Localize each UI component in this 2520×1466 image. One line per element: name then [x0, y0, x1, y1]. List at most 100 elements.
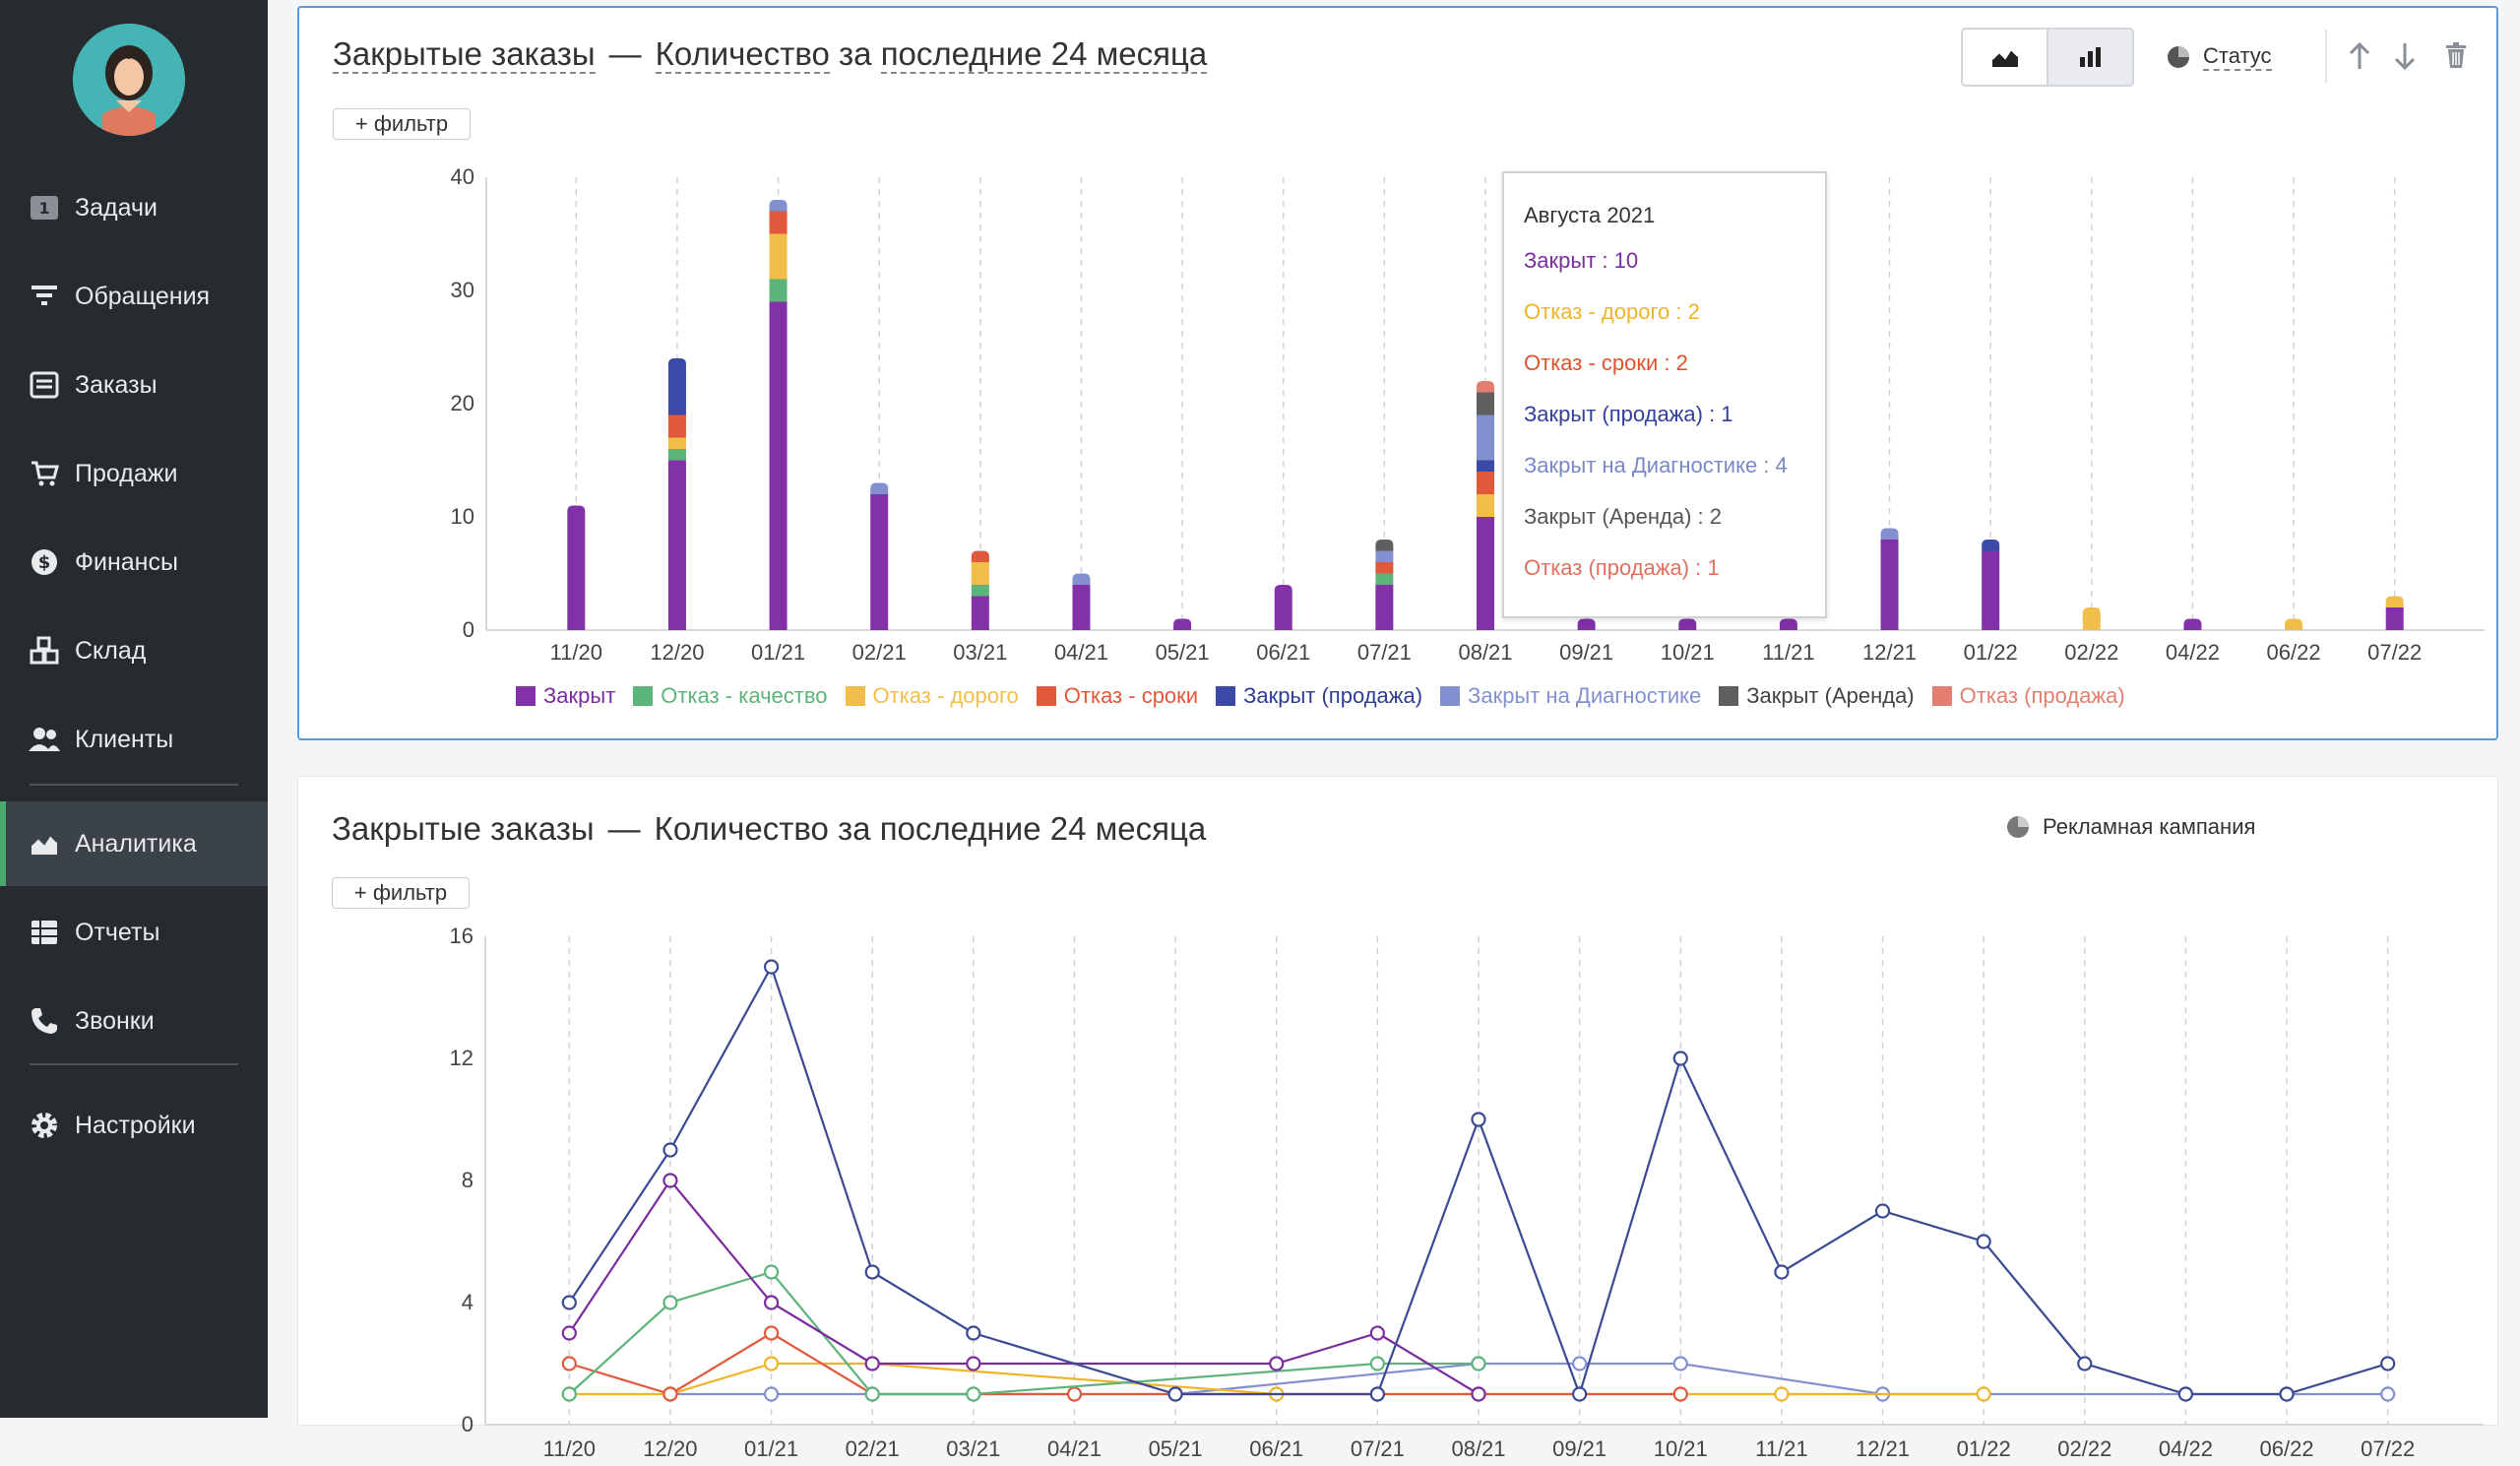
bar-segment[interactable]	[1982, 540, 2000, 551]
bar-segment[interactable]	[1477, 392, 1494, 415]
bar-segment[interactable]	[1274, 585, 1292, 630]
bar-segment[interactable]	[1779, 618, 1797, 631]
sidebar-item-8[interactable]: Аналитика	[0, 801, 268, 886]
bar-segment[interactable]	[1072, 573, 1091, 586]
bar-segment[interactable]	[1477, 414, 1494, 461]
title-measure-link[interactable]: Количество	[655, 35, 830, 74]
bar-segment[interactable]	[1072, 585, 1091, 630]
data-point[interactable]	[1672, 1051, 1688, 1066]
data-point[interactable]	[763, 1386, 780, 1402]
data-point[interactable]	[1471, 1386, 1486, 1402]
bar-segment[interactable]	[567, 505, 586, 631]
legend-item[interactable]: Отказ - сроки	[1036, 683, 1198, 709]
data-point[interactable]	[1572, 1386, 1588, 1402]
data-point[interactable]	[561, 1325, 577, 1341]
title-period-link[interactable]: последние 24 месяца	[880, 35, 1208, 74]
data-point[interactable]	[1269, 1356, 1285, 1371]
user-avatar[interactable]	[73, 24, 185, 136]
data-point[interactable]	[1874, 1203, 1891, 1219]
sidebar-item-7[interactable]: Клиенты	[0, 697, 268, 782]
add-filter-button[interactable]: + фильтр	[332, 877, 470, 909]
bar-segment[interactable]	[1577, 618, 1596, 631]
bar-segment[interactable]	[769, 233, 788, 280]
bar-segment[interactable]	[2285, 618, 2303, 631]
bar-segment[interactable]	[1375, 585, 1394, 630]
legend-item[interactable]: Закрыт (Аренда)	[1719, 683, 1915, 709]
bar-segment[interactable]	[1880, 528, 1899, 541]
data-point[interactable]	[662, 1142, 678, 1158]
bar-segment[interactable]	[1375, 540, 1394, 551]
data-point[interactable]	[763, 1356, 780, 1371]
sidebar-item-10[interactable]: Звонки	[0, 979, 268, 1063]
add-filter-button[interactable]: + фильтр	[333, 108, 471, 140]
data-point[interactable]	[2380, 1356, 2396, 1371]
bar-segment[interactable]	[1375, 550, 1394, 563]
bar-segment[interactable]	[667, 414, 686, 438]
move-down-button[interactable]	[2392, 41, 2418, 71]
data-point[interactable]	[1572, 1356, 1588, 1371]
legend-item[interactable]: Закрыт (продажа)	[1216, 683, 1422, 709]
data-point[interactable]	[763, 959, 780, 975]
bar-chart-toggle-button[interactable]	[2048, 30, 2132, 85]
data-point[interactable]	[966, 1356, 981, 1371]
data-point[interactable]	[1369, 1356, 1385, 1371]
sidebar-item-6[interactable]: Склад	[0, 608, 268, 693]
legend-item[interactable]: Отказ - качество	[633, 683, 828, 709]
bar-segment[interactable]	[667, 358, 686, 415]
data-point[interactable]	[2380, 1386, 2396, 1402]
data-point[interactable]	[1471, 1356, 1486, 1371]
data-point[interactable]	[966, 1386, 981, 1402]
bar-segment[interactable]	[667, 460, 686, 631]
data-point[interactable]	[763, 1264, 780, 1280]
data-point[interactable]	[561, 1295, 577, 1310]
move-up-button[interactable]	[2347, 41, 2372, 71]
title-metric-link[interactable]: Закрытые заказы	[333, 35, 596, 74]
data-point[interactable]	[966, 1325, 981, 1341]
data-point[interactable]	[561, 1356, 577, 1371]
data-point[interactable]	[662, 1295, 678, 1310]
bar-segment[interactable]	[870, 482, 889, 495]
data-point[interactable]	[1672, 1356, 1688, 1371]
bar-segment[interactable]	[2385, 596, 2404, 608]
data-point[interactable]	[763, 1295, 780, 1310]
sidebar-item-1[interactable]: 1 Задачи	[0, 165, 268, 250]
area-chart-toggle-button[interactable]	[1963, 30, 2048, 85]
data-point[interactable]	[2077, 1356, 2093, 1371]
data-point[interactable]	[1976, 1234, 1991, 1249]
data-point[interactable]	[1167, 1386, 1183, 1402]
bar-segment[interactable]	[1477, 517, 1494, 630]
bar-segment[interactable]	[667, 449, 686, 461]
bar-segment[interactable]	[1477, 381, 1494, 393]
data-point[interactable]	[1471, 1112, 1486, 1127]
data-point[interactable]	[561, 1386, 577, 1402]
sidebar-item-5[interactable]: $ Финансы	[0, 520, 268, 605]
bar-segment[interactable]	[1173, 618, 1192, 631]
data-point[interactable]	[864, 1386, 880, 1402]
data-point[interactable]	[662, 1173, 678, 1188]
bar-segment[interactable]	[870, 494, 889, 630]
data-point[interactable]	[2177, 1386, 2194, 1402]
data-point[interactable]	[864, 1264, 880, 1280]
bar-segment[interactable]	[1982, 550, 2000, 631]
sidebar-item-3[interactable]: Заказы	[0, 343, 268, 427]
legend-item[interactable]: Закрыт на Диагностике	[1440, 683, 1701, 709]
data-point[interactable]	[1672, 1386, 1688, 1402]
bar-segment[interactable]	[1477, 460, 1494, 473]
data-point[interactable]	[864, 1356, 880, 1371]
bar-segment[interactable]	[1678, 618, 1697, 631]
bar-segment[interactable]	[971, 562, 989, 585]
bar-segment[interactable]	[667, 437, 686, 450]
bar-segment[interactable]	[2082, 607, 2101, 630]
bar-segment[interactable]	[769, 279, 788, 302]
data-point[interactable]	[1774, 1386, 1790, 1402]
data-point[interactable]	[1774, 1264, 1790, 1280]
sidebar-item-11[interactable]: Настройки	[0, 1083, 268, 1168]
bar-segment[interactable]	[1477, 494, 1494, 517]
data-point[interactable]	[1066, 1386, 1083, 1402]
bar-segment[interactable]	[769, 211, 788, 234]
bar-segment[interactable]	[1375, 562, 1394, 574]
sidebar-item-2[interactable]: Обращения	[0, 254, 268, 339]
bar-segment[interactable]	[769, 301, 788, 631]
bar-segment[interactable]	[1880, 540, 1899, 630]
bar-segment[interactable]	[1375, 573, 1394, 586]
